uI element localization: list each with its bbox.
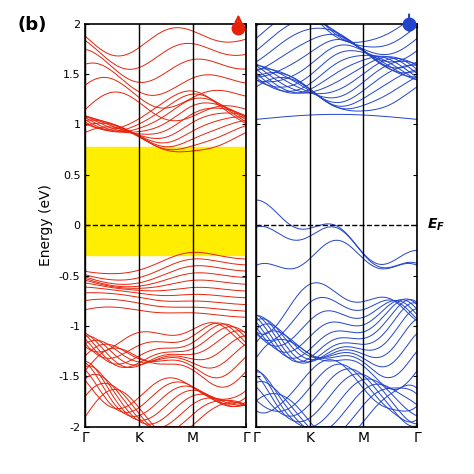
Text: (b): (b) bbox=[18, 16, 47, 34]
Bar bbox=[85, 146, 246, 255]
Text: $\bfit{E}_F$: $\bfit{E}_F$ bbox=[427, 217, 445, 233]
Y-axis label: Energy (eV): Energy (eV) bbox=[39, 184, 53, 266]
